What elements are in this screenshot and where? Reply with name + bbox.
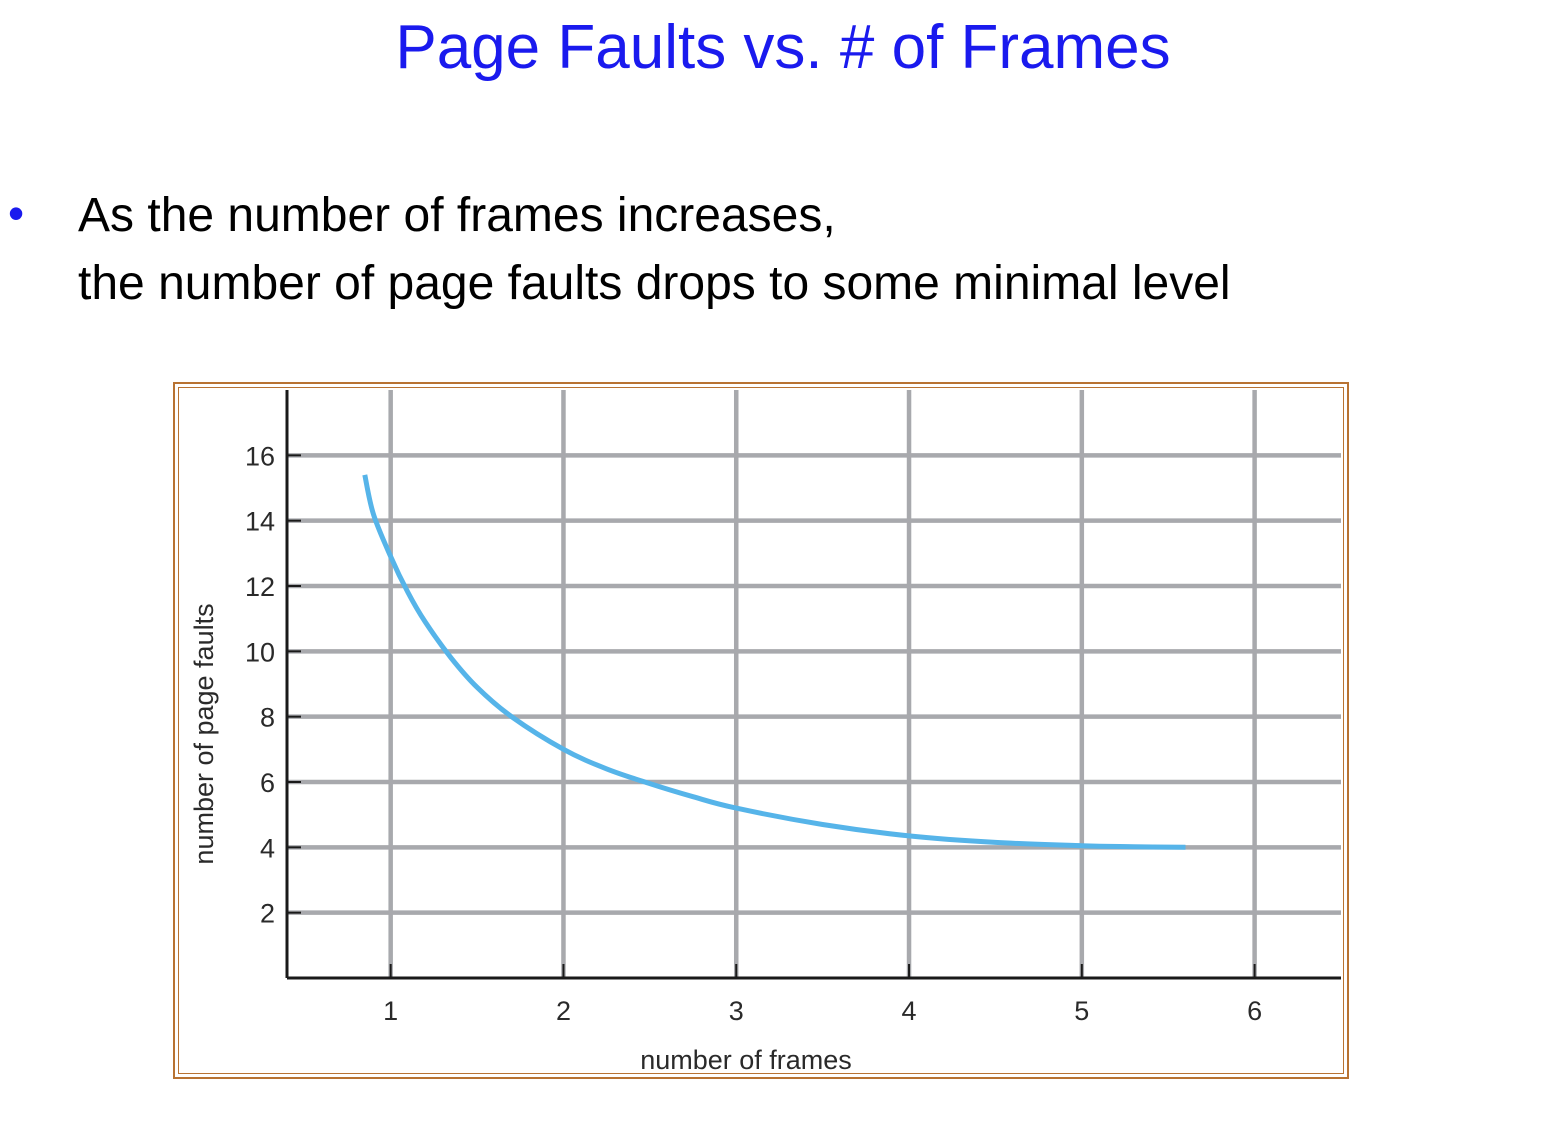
slide-title: Page Faults vs. # of Frames <box>395 13 1171 82</box>
chart-frame-inner <box>178 387 1344 1074</box>
x-tick-label: 1 <box>383 996 398 1026</box>
x-tick-label: 6 <box>1247 996 1262 1026</box>
axis-layer <box>285 390 1341 980</box>
series-layer <box>362 474 1186 850</box>
bullet-text: As the number of frames increases, the n… <box>78 182 1231 318</box>
y-tick-label: 4 <box>260 833 275 863</box>
y-axis-title: number of page faults <box>189 603 219 864</box>
bullet-line-2: the number of page faults drops to some … <box>78 257 1231 310</box>
y-tick-label: 10 <box>245 637 275 667</box>
x-tick-label: 3 <box>729 996 744 1026</box>
page-fault-curve <box>362 474 1186 850</box>
x-tick-label: 2 <box>556 996 571 1026</box>
x-axis-title: number of frames <box>640 1045 852 1075</box>
chart-frame: 1 2 3 4 5 6 2 4 6 8 10 12 14 16 number of frames numb… <box>173 382 1349 1079</box>
y-tick-label: 14 <box>245 507 275 537</box>
y-tick-label: 8 <box>260 703 275 733</box>
y-tick-label: 12 <box>245 572 275 602</box>
bullet-dot: • <box>8 187 25 239</box>
y-tick-label: 2 <box>260 899 275 929</box>
grid-layer <box>287 390 1341 978</box>
bullet-line-1: As the number of frames increases, <box>78 189 836 242</box>
y-tick-label: 16 <box>245 441 275 471</box>
x-tick-label: 4 <box>902 996 917 1026</box>
x-tick-label: 5 <box>1074 996 1089 1026</box>
y-tick-label: 6 <box>260 768 275 798</box>
